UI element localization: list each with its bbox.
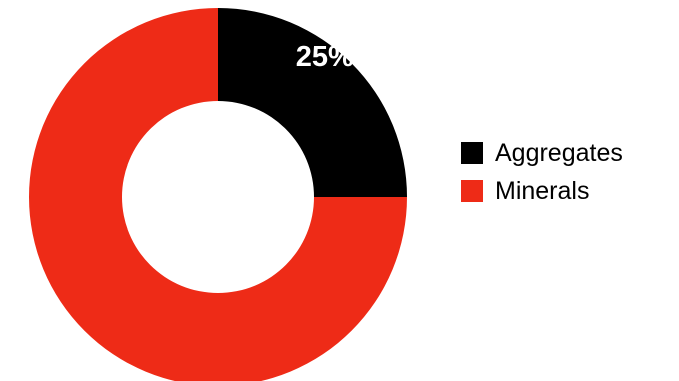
- legend-label-minerals: Minerals: [495, 176, 590, 205]
- data-label-minerals: 75%: [195, 214, 253, 246]
- legend-item-minerals: Minerals: [461, 176, 623, 206]
- data-label-aggregates: 25%: [296, 41, 354, 73]
- legend-item-aggregates: Aggregates: [461, 138, 623, 168]
- donut-slice-aggregates: [218, 8, 407, 197]
- legend-swatch-aggregates: [461, 142, 483, 164]
- chart-legend: Aggregates Minerals: [461, 138, 623, 214]
- legend-swatch-minerals: [461, 180, 483, 202]
- legend-label-aggregates: Aggregates: [495, 138, 623, 167]
- donut-slice-minerals: [29, 8, 407, 381]
